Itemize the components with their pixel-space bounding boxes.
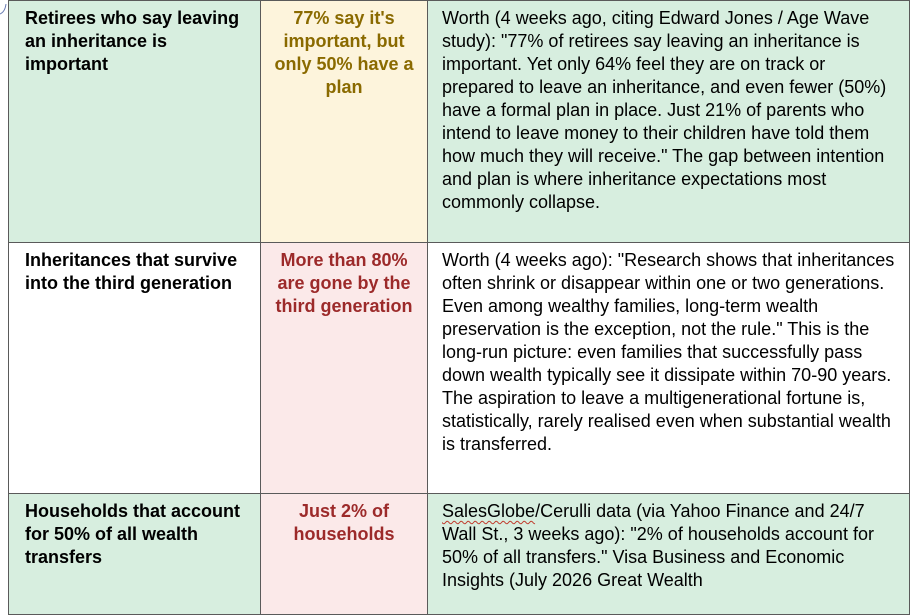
stat-cell: Just 2% of households xyxy=(260,493,428,615)
description-cell: Worth (4 weeks ago): "Research shows tha… xyxy=(427,242,910,494)
row-label-cell: Inheritances that survive into the third… xyxy=(8,242,261,494)
table-row: Retirees who say leaving an inheritance … xyxy=(8,0,910,243)
stat-text: More than 80% are gone by the third gene… xyxy=(275,250,413,316)
row-label: Inheritances that survive into the third… xyxy=(25,250,238,293)
statistics-table: Retirees who say leaving an inheritance … xyxy=(8,0,910,615)
description-continuation: /Cerulli data (via Yahoo Finance and 24/… xyxy=(442,501,874,590)
description-text: SalesGlobe/Cerulli data (via Yahoo Finan… xyxy=(428,494,909,592)
stat-text: 77% say it's important, but only 50% hav… xyxy=(274,8,414,97)
stat-text: Just 2% of households xyxy=(293,501,395,544)
description-cell: SalesGlobe/Cerulli data (via Yahoo Finan… xyxy=(427,493,910,615)
table-row: Households that account for 50% of all w… xyxy=(8,493,910,615)
spellcheck-underlined-word: SalesGlobe xyxy=(442,501,536,521)
row-label: Households that account for 50% of all w… xyxy=(25,501,241,567)
table-row: Inheritances that survive into the third… xyxy=(8,242,910,494)
row-label-cell: Retirees who say leaving an inheritance … xyxy=(8,0,261,243)
row-label: Retirees who say leaving an inheritance … xyxy=(25,8,240,74)
description-text: Worth (4 weeks ago): "Research shows tha… xyxy=(442,250,895,454)
row-label-cell: Households that account for 50% of all w… xyxy=(8,493,261,615)
stat-cell: More than 80% are gone by the third gene… xyxy=(260,242,428,494)
page-edge-curve xyxy=(0,3,7,15)
stat-cell: 77% say it's important, but only 50% hav… xyxy=(260,0,428,243)
description-cell: Worth (4 weeks ago, citing Edward Jones … xyxy=(427,0,910,243)
description-text: Worth (4 weeks ago, citing Edward Jones … xyxy=(442,8,887,212)
